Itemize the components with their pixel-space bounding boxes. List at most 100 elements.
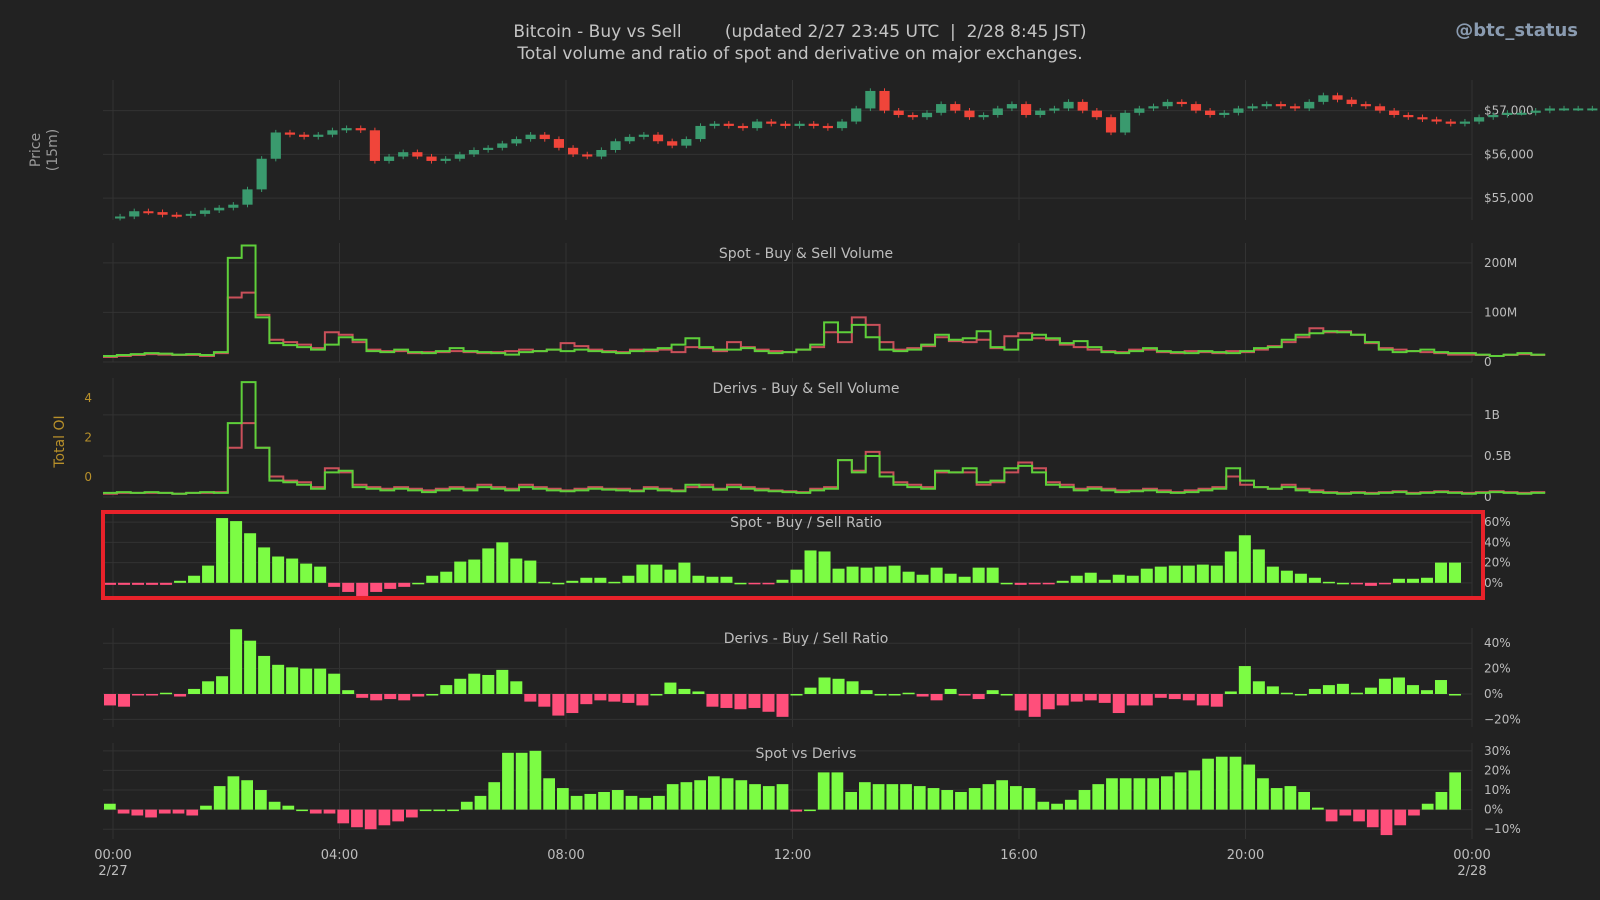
ratio-bar [104, 803, 116, 810]
oi-tick-label: 4 [84, 391, 92, 405]
ratio-bar [859, 782, 871, 810]
ratio-bar [666, 784, 679, 810]
ratio-bar [174, 694, 187, 697]
y-tick-label: 20% [1484, 763, 1511, 777]
ratio-bar [145, 809, 157, 818]
ratio-bar [706, 576, 719, 583]
spot-vs-derivs-panel: −10% 0% 10% 20% 30% Spot vs Derivs [103, 743, 1521, 839]
ratio-bar [1280, 692, 1293, 695]
ratio-bar [440, 571, 453, 583]
ratio-bar [888, 694, 901, 696]
ratio-bar [172, 809, 185, 814]
candle-body [398, 152, 409, 157]
ratio-bar [1266, 686, 1279, 694]
ratio-bar [804, 809, 816, 812]
ratio-bar [1434, 680, 1447, 694]
candle-body [1049, 108, 1060, 111]
ratio-bar [314, 668, 327, 694]
ratio-bar [1257, 778, 1269, 810]
ratio-bar [1070, 575, 1083, 583]
ratio-bar [692, 691, 705, 694]
ratio-bar [118, 694, 131, 707]
ratio-bar [1037, 801, 1050, 810]
ratio-bar [282, 805, 295, 810]
candle-body [327, 130, 338, 135]
ratio-bar [1106, 778, 1118, 810]
ratio-bar [1421, 803, 1434, 810]
ratio-bar [678, 562, 691, 583]
ratio-bar [1322, 685, 1335, 694]
ratio-bar [118, 582, 131, 585]
candle-body [511, 139, 522, 144]
candle-body [1233, 108, 1244, 113]
candle-body [454, 154, 465, 159]
candle-body [936, 104, 947, 113]
ratio-bar [818, 677, 831, 694]
ratio-bar [566, 580, 579, 583]
candle-body [299, 134, 310, 137]
ratio-bar [1380, 809, 1393, 836]
y-tick-label: 30% [1484, 744, 1511, 758]
ratio-bar [1336, 683, 1349, 694]
ratio-bar [916, 694, 929, 697]
ratio-bar [1308, 577, 1321, 583]
ratio-bar [1339, 809, 1352, 816]
ratio-bar [1126, 694, 1139, 706]
ratio-bar [1325, 809, 1338, 822]
ratio-bar [1312, 807, 1324, 810]
ratio-bar [216, 518, 229, 583]
ratio-bar [941, 790, 954, 810]
x-tick-label: 20:00 [1227, 848, 1264, 863]
ratio-bar [1196, 564, 1209, 583]
candle-body [1403, 115, 1414, 118]
candle-body [596, 150, 607, 157]
candle-body [1304, 101, 1315, 109]
candle-body [1318, 95, 1329, 102]
candle-body [893, 110, 904, 115]
ratio-bar [286, 558, 299, 583]
ratio-bar [1112, 574, 1125, 583]
ratio-bar [1188, 770, 1201, 810]
ratio-bar [1224, 551, 1237, 583]
ratio-bar [1378, 582, 1391, 585]
candle-body [129, 211, 140, 217]
ratio-bar [860, 567, 873, 583]
y-tick-label: 60% [1484, 515, 1511, 529]
candle-body [270, 132, 281, 159]
candle-body [256, 158, 267, 190]
ratio-bar [1252, 681, 1265, 694]
ratio-bar [392, 809, 404, 822]
x-tick-label: 00:00 [94, 848, 131, 863]
ratio-bar [776, 694, 789, 717]
ratio-bar [1408, 809, 1420, 816]
ratio-bar [398, 694, 411, 701]
ratio-bar [639, 797, 652, 810]
candle-body [483, 147, 494, 150]
ratio-bar [202, 565, 215, 583]
ratio-bar [680, 782, 693, 810]
y-tick-label: 0 [1484, 490, 1492, 504]
candle-body [1389, 110, 1400, 115]
ratio-bar [1350, 582, 1363, 585]
x-tick-label: 16:00 [1000, 848, 1037, 863]
ratio-bar [625, 795, 638, 810]
ratio-bar [874, 566, 887, 583]
candle-body [412, 152, 423, 157]
ratio-bar [1126, 575, 1139, 583]
ratio-bar [1182, 565, 1195, 583]
candle-body [369, 130, 380, 161]
panel-title: Derivs - Buy / Sell Ratio [724, 631, 889, 647]
candle-body [610, 141, 621, 150]
ratio-bar [958, 694, 971, 696]
chart-title-main: Bitcoin - Buy vs Sell [513, 22, 682, 42]
ratio-bar [1196, 694, 1209, 706]
ratio-bar [622, 694, 635, 703]
ratio-bar [132, 582, 145, 585]
spot-ratio-panel: 0% 20% 40% 60% Spot - Buy / Sell Ratio [101, 510, 1511, 600]
ratio-bar [944, 573, 957, 583]
author-handle: @btc_status [1455, 20, 1578, 41]
candle-body [1502, 112, 1513, 115]
ratio-bar [1284, 786, 1297, 810]
ratio-bar [900, 784, 912, 810]
